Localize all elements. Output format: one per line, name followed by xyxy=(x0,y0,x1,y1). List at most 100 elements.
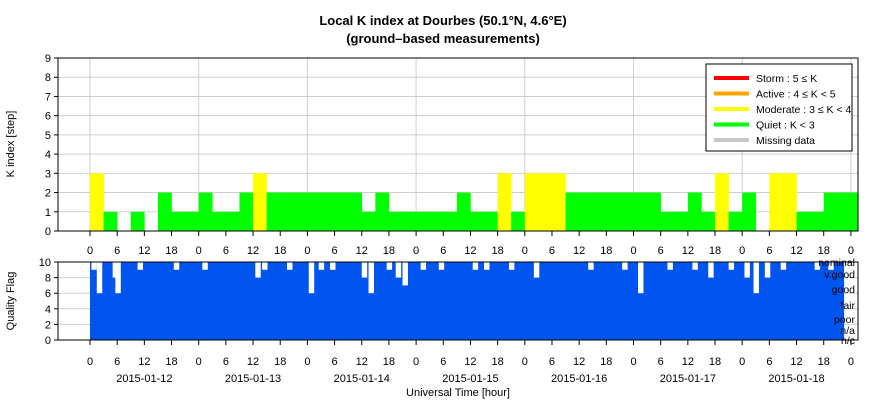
k-index-bar xyxy=(538,173,553,231)
legend: Storm : 5 ≤ K Active : 4 ≤ K < 5 Moderate … xyxy=(705,63,853,152)
quality-dip xyxy=(508,262,515,270)
quality-dip xyxy=(484,262,490,270)
k-x-tick-label: 18 xyxy=(492,245,504,257)
k-index-bar xyxy=(606,192,621,231)
k-index-y-label: K index [step] xyxy=(5,111,17,178)
k-x-tick-label: 18 xyxy=(383,245,395,257)
k-x-tick-label: 0 xyxy=(87,245,93,257)
k-index-bar xyxy=(823,192,838,231)
k-index-bar xyxy=(185,211,199,231)
quality-dip xyxy=(753,262,759,294)
k-x-tick-label: 18 xyxy=(600,245,612,257)
q-y-tick-label: 2 xyxy=(45,319,51,331)
k-index-bar xyxy=(647,192,661,231)
k-index-bar xyxy=(239,192,254,231)
k-index-bar xyxy=(633,192,648,231)
quality-bars xyxy=(90,262,845,340)
k-index-bar xyxy=(402,211,417,231)
k-x-tick-label: 12 xyxy=(464,245,476,257)
quality-dip xyxy=(744,262,750,278)
k-index-bar xyxy=(212,211,227,231)
q-x-tick-label: 18 xyxy=(492,356,504,368)
q-x-tick-label: 12 xyxy=(138,356,150,368)
k-y-tick-label: 3 xyxy=(45,168,51,180)
quality-flag-label: good xyxy=(832,284,856,296)
k-x-tick-label: 6 xyxy=(223,245,229,257)
k-x-tick-label: 18 xyxy=(709,245,721,257)
q-x-tick-label: 6 xyxy=(766,356,772,368)
k-index-bar xyxy=(348,192,363,231)
date-label: 2015-01-17 xyxy=(660,373,716,385)
quality-dip xyxy=(386,262,393,270)
quality-dip xyxy=(137,262,143,270)
q-x-tick-label: 12 xyxy=(356,356,368,368)
k-index-bar xyxy=(307,192,322,231)
k-index-bar xyxy=(619,192,634,231)
quality-dip xyxy=(255,262,261,278)
q-x-tick-label: 12 xyxy=(790,356,802,368)
k-x-tick-label: 12 xyxy=(682,245,694,257)
k-index-bar xyxy=(497,173,512,231)
k-index-bar xyxy=(388,211,403,231)
q-x-tick-label: 0 xyxy=(848,356,854,368)
k-index-bar xyxy=(565,192,580,231)
x-axis-label: Universal Time [hour] xyxy=(406,387,510,399)
quality-bar-area xyxy=(90,262,845,340)
k-index-bar xyxy=(524,173,539,231)
k-index-bar xyxy=(443,211,458,231)
q-x-tick-label: 6 xyxy=(658,356,664,368)
k-x-tick-label: 12 xyxy=(247,245,259,257)
q-x-tick-label: 0 xyxy=(87,356,93,368)
k-index-bar xyxy=(375,192,390,231)
legend-label: Moderate : 3 ≤ K < 4 xyxy=(756,104,852,116)
chart-subtitle: (ground–based measurements) xyxy=(346,31,540,46)
k-index-bar xyxy=(429,211,444,231)
q-x-tick-label: 18 xyxy=(709,356,721,368)
q-y-tick-label: 10 xyxy=(39,257,51,269)
q-x-tick-label: 0 xyxy=(304,356,310,368)
k-y-tick-label: 6 xyxy=(45,111,51,123)
q-x-tick-label: 12 xyxy=(682,356,694,368)
quality-dip xyxy=(728,262,735,270)
quality-plot-border xyxy=(57,261,859,341)
quality-dip xyxy=(368,262,374,294)
k-index-bar xyxy=(782,173,797,231)
quality-dip xyxy=(395,262,402,278)
q-x-tick-label: 0 xyxy=(413,356,419,368)
k-x-tick-label: 0 xyxy=(739,245,745,257)
quality-dip xyxy=(330,262,336,270)
k-index-bar xyxy=(334,192,349,231)
k-index-bar xyxy=(253,173,267,231)
quality-dip xyxy=(588,262,594,270)
q-x-tick-label: 0 xyxy=(630,356,636,368)
k-x-tick-label: 0 xyxy=(413,245,419,257)
k-index-bar xyxy=(484,211,498,231)
date-label: 2015-01-16 xyxy=(551,373,607,385)
quality-dip xyxy=(420,262,427,270)
k-index-bar xyxy=(361,211,376,231)
k-x-tick-label: 18 xyxy=(274,245,286,257)
q-x-tick-label: 0 xyxy=(196,356,202,368)
q-x-tick-label: 6 xyxy=(332,356,338,368)
quality-dip xyxy=(115,262,121,294)
k-x-tick-label: 6 xyxy=(549,245,555,257)
k-index-bar xyxy=(742,192,757,231)
k-index-bar xyxy=(687,192,702,231)
k-x-tick-label: 6 xyxy=(766,245,772,257)
k-index-bar xyxy=(660,211,675,231)
q-x-tick-label: 18 xyxy=(383,356,395,368)
quality-dip xyxy=(667,262,673,270)
quality-dip xyxy=(402,262,408,286)
quality-dip xyxy=(622,262,628,270)
k-x-tick-label: 18 xyxy=(165,245,177,257)
k-x-tick-label: 18 xyxy=(818,245,830,257)
quality-flag-label: fair xyxy=(840,300,855,312)
q-x-tick-label: 18 xyxy=(274,356,286,368)
q-x-tick-label: 18 xyxy=(165,356,177,368)
date-labels: 2015-01-12 2015-01-13 2015-01-14 2015-01-15… xyxy=(116,373,824,385)
k-index-bar xyxy=(511,211,526,231)
quality-dip xyxy=(438,262,445,270)
k-index-bar xyxy=(225,211,240,231)
